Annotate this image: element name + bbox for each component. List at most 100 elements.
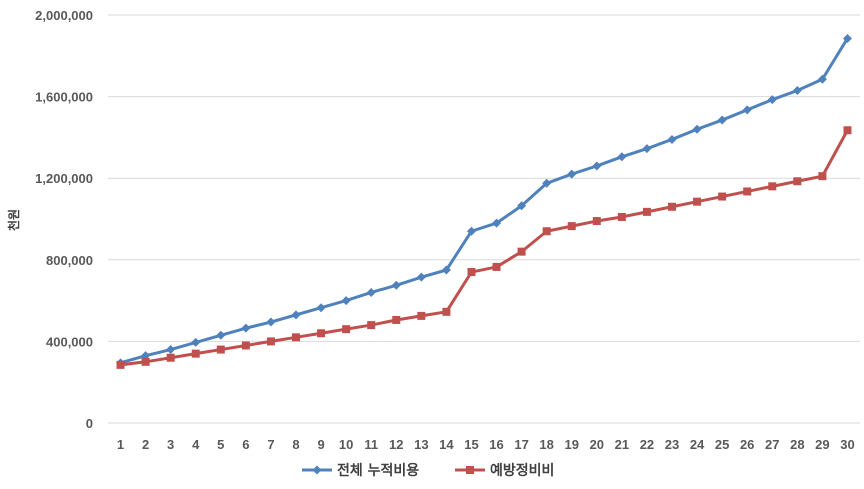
legend: 전체 누적비용 예방정비비 [302, 462, 554, 479]
x-tick-label: 10 [339, 437, 353, 452]
series-1 [116, 33, 852, 368]
data-point [292, 333, 300, 342]
legend-label: 전체 누적비용 [337, 462, 419, 479]
data-point [542, 178, 552, 188]
data-point [642, 144, 652, 154]
x-tick-label: 20 [590, 437, 604, 452]
data-point [768, 182, 777, 191]
y-tick-label: 400,000 [46, 334, 93, 349]
data-point [818, 172, 827, 181]
data-point [366, 287, 376, 297]
data-point [291, 310, 301, 320]
data-point [342, 325, 351, 334]
x-tick-label: 4 [192, 437, 200, 452]
x-tick-label: 3 [167, 437, 174, 452]
x-tick-label: 23 [665, 437, 679, 452]
gridlines [108, 14, 860, 424]
data-point [441, 265, 451, 275]
data-point [743, 187, 752, 196]
data-point [141, 357, 150, 366]
data-point [517, 247, 526, 256]
legend-marker [312, 465, 322, 475]
data-point [592, 217, 601, 226]
y-tick-label: 800,000 [46, 253, 93, 268]
data-point [166, 353, 175, 362]
data-point [817, 74, 827, 84]
data-point [843, 126, 852, 135]
data-point [417, 311, 426, 320]
data-point [216, 345, 225, 354]
x-tick-label: 25 [715, 437, 729, 452]
data-point [191, 349, 200, 358]
data-point [391, 280, 401, 290]
data-point [692, 124, 702, 134]
x-tick-label: 2 [142, 437, 149, 452]
x-tick-label: 9 [317, 437, 324, 452]
x-tick-label: 14 [439, 437, 454, 452]
data-point [241, 323, 251, 333]
data-point [842, 33, 852, 43]
x-tick-label: 11 [364, 437, 378, 452]
series-2 [116, 126, 852, 369]
data-point [367, 321, 376, 330]
data-point [216, 330, 226, 340]
data-point [517, 201, 527, 211]
data-point [693, 197, 702, 206]
data-point [341, 296, 351, 306]
data-point [416, 272, 426, 282]
data-point [266, 317, 276, 327]
data-point [793, 177, 802, 186]
legend-label: 예방정비비 [490, 462, 554, 479]
data-point [116, 360, 125, 369]
data-point [567, 222, 576, 231]
x-tick-label: 8 [292, 437, 299, 452]
x-tick-label: 5 [217, 437, 224, 452]
x-tick-label: 17 [514, 437, 528, 452]
data-point [191, 337, 201, 347]
x-tick-label: 13 [414, 437, 428, 452]
data-point [668, 202, 676, 211]
data-point [642, 207, 651, 216]
x-tick-label: 6 [242, 437, 249, 452]
data-point [617, 212, 626, 221]
data-point [717, 115, 727, 125]
y-tick-label: 2,000,000 [35, 8, 93, 23]
x-tick-label: 18 [539, 437, 553, 452]
data-point [392, 315, 401, 324]
x-tick-label: 28 [790, 437, 804, 452]
y-tick-label: 1,600,000 [35, 90, 93, 105]
series-group [116, 33, 852, 369]
y-tick-label: 0 [86, 416, 93, 431]
legend-item: 예방정비비 [455, 462, 554, 479]
x-tick-label: 15 [464, 437, 478, 452]
data-point [542, 227, 551, 236]
x-axis-ticks: 1 2 3 4 5 6 7 8 9 10 11 12 13 14 15 16 17 18 19 20 21 22 23 24 2… [117, 437, 855, 452]
x-tick-label: 21 [615, 437, 629, 452]
x-tick-label: 12 [389, 437, 403, 452]
x-tick-label: 30 [840, 437, 854, 452]
x-tick-label: 26 [740, 437, 754, 452]
data-point [466, 226, 476, 236]
series-line [120, 129, 849, 367]
data-point [492, 262, 501, 271]
x-tick-label: 27 [765, 437, 779, 452]
data-point [166, 345, 176, 355]
data-point [317, 329, 326, 338]
x-tick-label: 16 [489, 437, 503, 452]
data-point [442, 307, 451, 316]
legend-item: 전체 누적비용 [302, 462, 419, 479]
data-point [667, 134, 677, 144]
data-point [241, 341, 250, 350]
y-tick-label: 1,200,000 [35, 171, 93, 186]
legend-marker [466, 466, 474, 474]
y-axis-label: 천원 [6, 209, 21, 231]
data-point [767, 95, 777, 105]
data-point [617, 152, 627, 162]
data-point [266, 337, 275, 346]
data-point [592, 161, 602, 171]
y-axis-ticks: 0 400,000 800,000 1,200,000 1,600,000 2,000,0… [35, 8, 93, 431]
data-point [792, 85, 802, 95]
x-tick-label: 1 [117, 437, 124, 452]
data-point [567, 169, 577, 179]
